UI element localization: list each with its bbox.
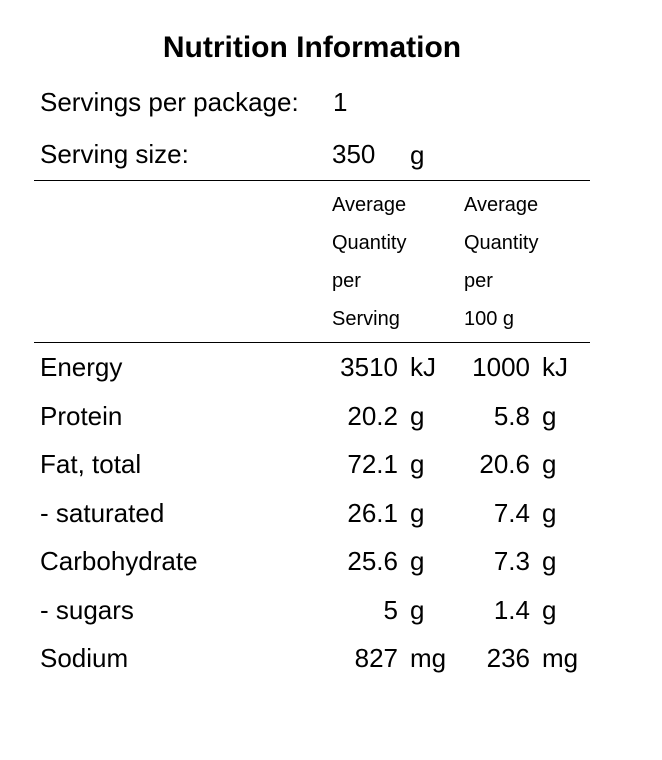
serving-size-label: Serving size: <box>40 139 189 169</box>
per-100g-value: 236 <box>486 643 530 673</box>
row-name: - saturated <box>40 497 165 528</box>
column-header: Quantity <box>464 232 539 254</box>
per-serving-unit: g <box>410 449 425 479</box>
per-100g-unit: g <box>542 546 557 576</box>
per-serving-unit: g <box>410 546 425 576</box>
per-100g-unit: g <box>542 400 557 431</box>
row-name: Carbohydrate <box>40 546 198 576</box>
per-serving-value: 26.1 <box>347 497 398 528</box>
per-serving-unit: kJ <box>410 352 436 382</box>
rule <box>34 180 590 181</box>
per-100g-value: 1.4 <box>493 594 530 625</box>
per-100g-value: 7.4 <box>493 497 530 528</box>
per-100g-value: 7.3 <box>493 546 530 576</box>
per-serving-value: 5 <box>383 594 398 625</box>
servings-label: Servings per package: <box>40 87 299 117</box>
title: Nutrition Information <box>162 31 462 64</box>
per-serving-unit: mg <box>410 643 447 673</box>
column-header: Quantity <box>332 232 407 254</box>
row-name: - sugars <box>40 594 134 625</box>
rule <box>34 342 590 343</box>
serving-size-unit: g <box>410 140 425 170</box>
row-name: Protein <box>40 400 123 431</box>
column-header: Average <box>332 194 407 216</box>
per-100g-unit: g <box>542 594 557 625</box>
per-serving-value: 25.6 <box>347 546 398 576</box>
per-100g-unit: g <box>542 449 557 479</box>
row-name: Energy <box>40 352 123 382</box>
per-serving-value: 20.2 <box>347 400 398 431</box>
per-serving-value: 72.1 <box>347 449 398 479</box>
column-header: per <box>464 270 493 292</box>
per-100g-value: 20.6 <box>479 449 530 479</box>
column-header: Serving <box>332 308 400 330</box>
column-header: Average <box>464 194 539 216</box>
column-header: per <box>332 270 361 292</box>
row-name: Sodium <box>40 643 129 673</box>
per-serving-value: 3510 <box>340 352 398 382</box>
per-100g-unit: g <box>542 497 557 528</box>
per-100g-unit: kJ <box>542 352 568 382</box>
column-header: 100 g <box>464 308 515 330</box>
per-serving-value: 827 <box>354 643 398 673</box>
row-name: Fat, total <box>40 449 142 479</box>
per-100g-unit: mg <box>542 643 579 673</box>
servings-value: 1 <box>333 87 348 117</box>
per-serving-unit: g <box>410 594 425 625</box>
serving-size-value: 350 <box>332 139 376 169</box>
per-serving-unit: g <box>410 400 425 431</box>
per-100g-value: 5.8 <box>493 400 530 431</box>
per-serving-unit: g <box>410 497 425 528</box>
per-100g-value: 1000 <box>472 352 530 382</box>
